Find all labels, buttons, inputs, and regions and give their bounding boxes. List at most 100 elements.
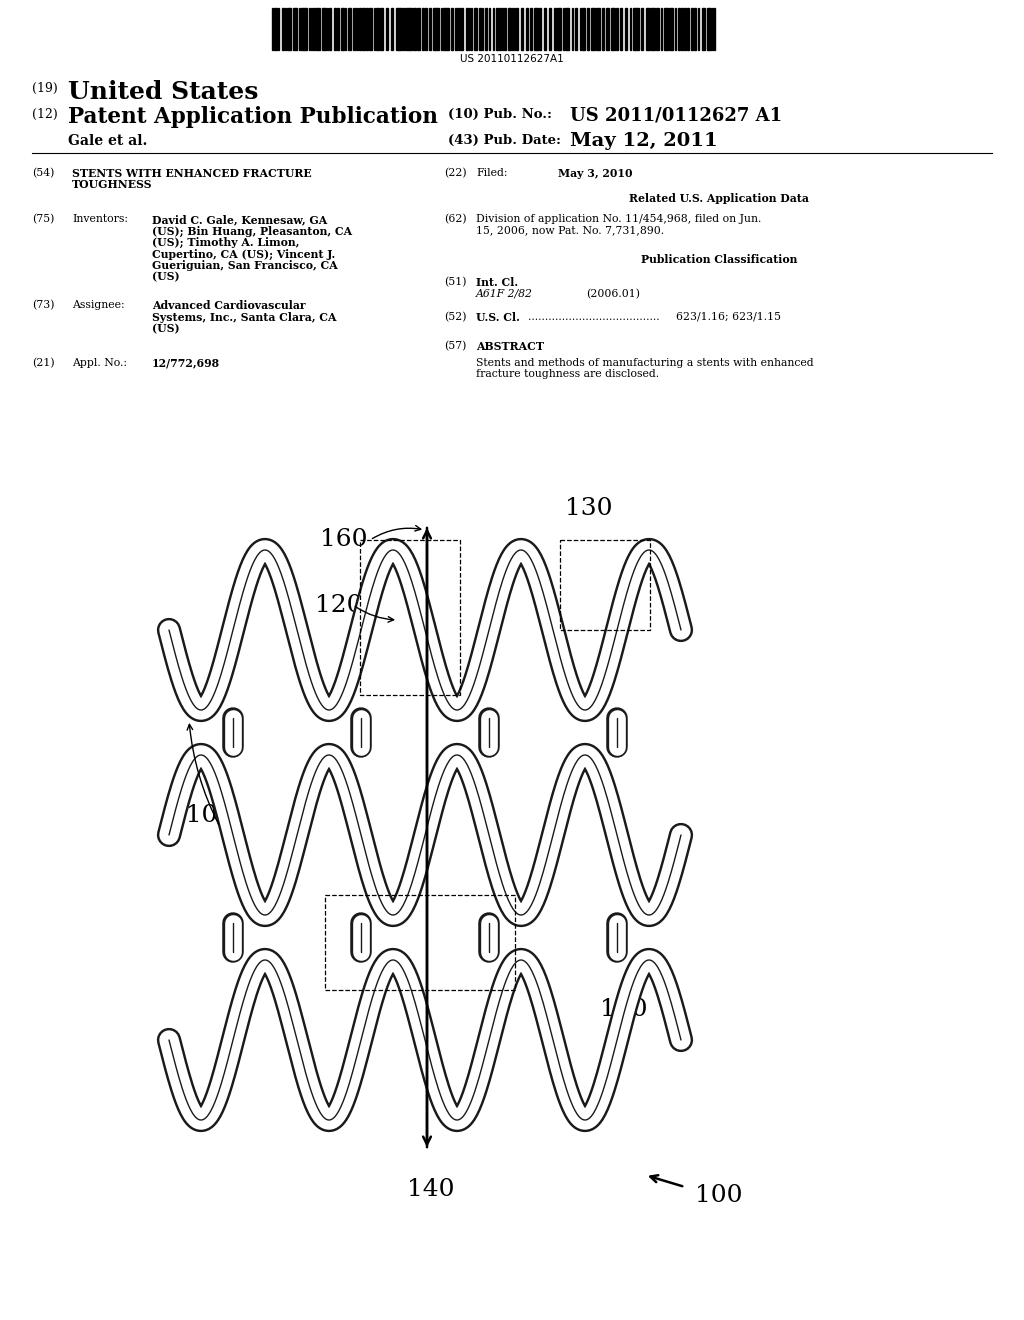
Bar (526, 8, 528, 50)
Bar (620, 8, 622, 50)
Bar (687, 8, 689, 50)
Bar (396, 8, 402, 50)
Bar (565, 8, 569, 50)
Text: .......................................: ....................................... (528, 312, 659, 322)
Text: (US); Timothy A. Limon,: (US); Timothy A. Limon, (152, 238, 299, 248)
Text: United States: United States (68, 81, 258, 104)
Bar (366, 8, 368, 50)
Bar (582, 8, 585, 50)
Text: (US); Bin Huang, Pleasanton, CA: (US); Bin Huang, Pleasanton, CA (152, 226, 352, 236)
Bar (329, 8, 331, 50)
Bar (530, 8, 532, 50)
Text: 623/1.16; 623/1.15: 623/1.16; 623/1.15 (676, 312, 781, 322)
Text: Appl. No.:: Appl. No.: (72, 358, 127, 368)
Text: Gale et al.: Gale et al. (68, 135, 147, 148)
Text: Cupertino, CA (US); Vincent J.: Cupertino, CA (US); Vincent J. (152, 248, 335, 260)
Bar (499, 8, 501, 50)
Bar (391, 8, 393, 50)
Bar (403, 8, 406, 50)
Text: (52): (52) (444, 312, 467, 322)
Text: Patent Application Publication: Patent Application Publication (68, 106, 438, 128)
Text: (62): (62) (444, 214, 467, 224)
Bar (521, 8, 523, 50)
Text: 120: 120 (315, 594, 362, 616)
Bar (466, 8, 468, 50)
Bar (625, 8, 627, 50)
Bar (422, 8, 424, 50)
Text: Advanced Cardiovascular: Advanced Cardiovascular (152, 300, 305, 312)
Text: (57): (57) (444, 341, 466, 351)
Bar (433, 8, 439, 50)
Bar (633, 8, 639, 50)
Bar (587, 8, 589, 50)
Bar (678, 8, 680, 50)
Bar (557, 8, 561, 50)
Bar (413, 8, 416, 50)
Bar (455, 8, 457, 50)
Text: (51): (51) (444, 277, 467, 288)
Text: 130: 130 (565, 498, 612, 520)
Text: Related U.S. Application Data: Related U.S. Application Data (629, 193, 809, 205)
Bar (341, 8, 344, 50)
Text: US 20110112627A1: US 20110112627A1 (460, 54, 564, 63)
Bar (606, 8, 609, 50)
Text: May 12, 2011: May 12, 2011 (570, 132, 718, 150)
Text: (19): (19) (32, 82, 57, 95)
Bar (504, 8, 506, 50)
Text: (12): (12) (32, 108, 57, 121)
Text: (54): (54) (32, 168, 54, 178)
Bar (360, 540, 460, 696)
Text: STENTS WITH ENHANCED FRACTURE: STENTS WITH ENHANCED FRACTURE (72, 168, 311, 180)
Bar (443, 8, 449, 50)
Bar (451, 8, 453, 50)
Bar (380, 8, 383, 50)
Bar (359, 8, 361, 50)
Bar (560, 540, 650, 630)
Bar (641, 8, 643, 50)
Bar (544, 8, 546, 50)
Text: Int. Cl.: Int. Cl. (476, 277, 518, 288)
Bar (646, 8, 650, 50)
Bar (575, 8, 577, 50)
Bar (293, 8, 297, 50)
Bar (534, 8, 538, 50)
Bar (691, 8, 693, 50)
Bar (287, 8, 291, 50)
Bar (508, 8, 511, 50)
Bar (301, 8, 307, 50)
Bar (313, 8, 315, 50)
Bar (549, 8, 551, 50)
Bar (369, 8, 372, 50)
Bar (479, 8, 481, 50)
Bar (334, 8, 336, 50)
Bar (611, 8, 615, 50)
Bar (591, 8, 595, 50)
Text: TOUGHNESS: TOUGHNESS (72, 180, 153, 190)
Text: 12/772,698: 12/772,698 (152, 358, 220, 368)
Text: (10) Pub. No.:: (10) Pub. No.: (449, 108, 552, 121)
Bar (461, 8, 463, 50)
Bar (681, 8, 683, 50)
Bar (539, 8, 541, 50)
Text: 140: 140 (407, 1177, 455, 1201)
Text: 160: 160 (319, 528, 368, 552)
Bar (322, 8, 326, 50)
Bar (282, 8, 284, 50)
Bar (316, 8, 319, 50)
Text: A61F 2/82: A61F 2/82 (476, 289, 532, 298)
Bar (325, 895, 515, 990)
Bar (702, 8, 705, 50)
Bar (602, 8, 604, 50)
Text: (US): (US) (152, 323, 179, 334)
Text: US 2011/0112627 A1: US 2011/0112627 A1 (570, 106, 782, 124)
Bar (651, 8, 655, 50)
Text: David C. Gale, Kennesaw, GA: David C. Gale, Kennesaw, GA (152, 214, 328, 224)
Text: (2006.01): (2006.01) (586, 289, 640, 300)
Bar (274, 8, 278, 50)
Bar (406, 8, 412, 50)
Bar (516, 8, 518, 50)
Bar (684, 8, 686, 50)
Bar (386, 8, 388, 50)
Text: Publication Classification: Publication Classification (641, 255, 798, 265)
Bar (694, 8, 696, 50)
